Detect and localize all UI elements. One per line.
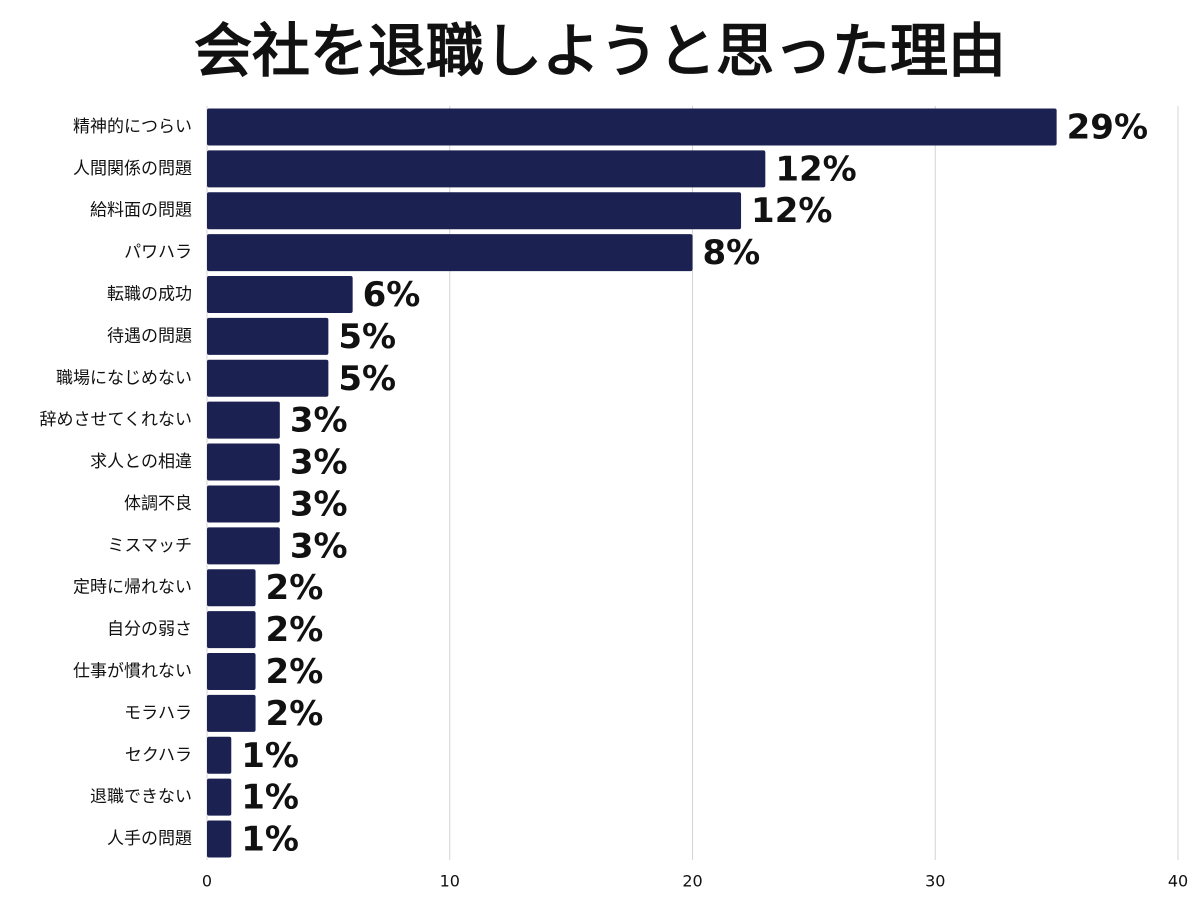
value-label: 2% [266, 652, 324, 692]
y-tick-label: 辞めさせてくれない [40, 410, 193, 430]
chart-title: 会社を退職しようと思った理由 [194, 17, 1006, 85]
value-label: 3% [290, 401, 348, 441]
value-label: 1% [241, 820, 299, 860]
x-tick-label: 0 [202, 872, 212, 891]
y-tick-label: モラハラ [124, 703, 192, 723]
bar [207, 653, 256, 690]
bar [207, 317, 329, 355]
bar [207, 820, 232, 858]
y-tick-label: パワハラ [124, 243, 192, 263]
bar [207, 527, 280, 565]
y-tick-label: ミスマッチ [108, 536, 193, 556]
bar [207, 276, 353, 313]
y-tick-label: セクハラ [125, 745, 192, 765]
value-label: 12% [775, 149, 856, 189]
y-tick-label: 人間関係の問題 [73, 159, 192, 179]
y-tick-label: 求人との相違 [90, 452, 192, 472]
value-label: 8% [703, 233, 761, 273]
value-label: 1% [241, 778, 299, 818]
bar [207, 694, 256, 732]
x-tick-label: 10 [440, 872, 460, 891]
value-label: 2% [266, 694, 324, 734]
y-tick-label: 自分の弱さ [107, 620, 192, 640]
bar [207, 150, 766, 188]
bar [207, 401, 280, 439]
value-label: 12% [751, 191, 832, 231]
y-tick-label: 体調不良 [124, 494, 192, 514]
bar [207, 485, 280, 523]
x-tick-label: 40 [1168, 872, 1188, 891]
y-tick-label: 給料面の問題 [90, 201, 192, 221]
bar [207, 192, 742, 230]
bar [207, 234, 693, 272]
value-label: 1% [241, 736, 299, 776]
value-label: 2% [266, 568, 324, 608]
y-tick-label: 仕事が慣れない [73, 662, 192, 682]
value-label: 3% [290, 526, 348, 566]
x-tick-label: 20 [682, 872, 702, 891]
value-label: 5% [338, 317, 396, 357]
value-label: 3% [290, 484, 348, 524]
bar [207, 736, 232, 774]
bar [207, 359, 329, 397]
y-tick-label: 精神的につらい [73, 117, 192, 137]
bar [207, 569, 256, 607]
y-tick-label: 転職の成功 [107, 285, 192, 305]
value-label: 5% [338, 359, 396, 399]
y-tick-label: 人手の問題 [107, 829, 192, 849]
value-label: 29% [1067, 107, 1148, 147]
bar [207, 778, 232, 816]
value-label: 2% [266, 610, 324, 650]
bar [207, 443, 280, 481]
x-tick-label: 30 [925, 872, 945, 891]
bar [207, 108, 1057, 146]
y-tick-label: 退職できない [90, 787, 192, 807]
bar [207, 611, 256, 649]
y-tick-label: 待遇の問題 [107, 326, 192, 346]
y-tick-label: 定時に帰れない [73, 578, 192, 598]
y-tick-label: 職場になじめない [56, 368, 192, 388]
value-label: 6% [363, 275, 421, 315]
value-label: 3% [290, 443, 348, 483]
